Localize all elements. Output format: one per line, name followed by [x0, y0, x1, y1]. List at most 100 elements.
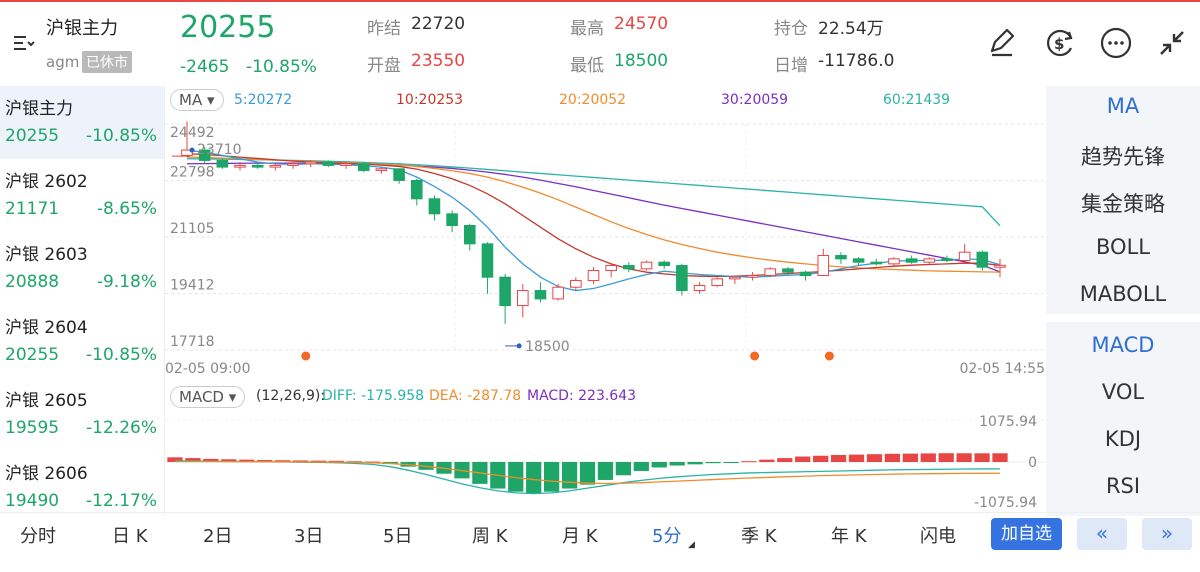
candle — [534, 282, 547, 303]
candle — [357, 162, 370, 173]
candle — [640, 260, 653, 271]
contract-title: 沪银主力 — [46, 18, 118, 39]
event-marker[interactable] — [750, 351, 760, 361]
macd-bar — [615, 462, 631, 476]
candle — [782, 267, 794, 276]
candle — [181, 121, 193, 158]
indicator-option[interactable]: 趋势先锋 — [1081, 145, 1165, 169]
macd-dea-line — [175, 460, 1001, 485]
contract-name: 沪银 2602 — [5, 172, 88, 192]
next-period-button[interactable]: » — [1142, 518, 1192, 550]
candle — [676, 263, 688, 296]
candle — [393, 168, 405, 184]
period-tab[interactable]: 周 K — [472, 526, 508, 547]
period-tab[interactable]: 月 K — [562, 526, 598, 547]
indicator-option[interactable]: MABOLL — [1079, 282, 1167, 306]
macd-bar — [813, 455, 829, 462]
indicator-option[interactable]: BOLL — [1096, 235, 1150, 259]
contract-price: 21171 — [5, 199, 60, 219]
contract-price: 19595 — [5, 418, 60, 438]
macd-bar — [705, 462, 721, 464]
macd-selector[interactable]: MACD ▾ — [170, 386, 246, 408]
prev-period-button[interactable]: « — [1077, 518, 1127, 550]
sub-indicator-option[interactable]: MACD — [1091, 333, 1155, 357]
macd-bar — [633, 462, 649, 471]
period-tab[interactable]: 5日 — [383, 526, 413, 547]
last-price: 20255 — [180, 10, 276, 45]
period-tab[interactable]: 日 K — [112, 526, 148, 547]
more-icon[interactable] — [1099, 26, 1133, 60]
header-bar — [0, 0, 1200, 86]
macd-tick-label: -1075.94 — [974, 495, 1037, 511]
indicator-option[interactable]: 集金策略 — [1081, 192, 1165, 216]
macd-bar — [687, 462, 703, 465]
candle — [623, 262, 635, 273]
contract-list-item[interactable]: 沪银 2603 20888 -9.18% — [0, 232, 164, 305]
candle — [216, 158, 229, 169]
ma20-value: 20:20052 — [559, 92, 627, 108]
contract-list-item[interactable]: 沪银 2604 20255 -10.85% — [0, 305, 164, 378]
contract-list-item[interactable]: 沪银 2602 21171 -8.65% — [0, 159, 164, 232]
high-marker — [189, 147, 195, 153]
period-tab[interactable]: 3日 — [294, 526, 324, 547]
macd-bar — [544, 462, 560, 492]
candle — [711, 277, 724, 288]
period-tab[interactable]: 闪电 — [920, 526, 956, 547]
candle — [322, 160, 335, 168]
menu-icon[interactable] — [12, 32, 36, 54]
collapse-icon[interactable] — [1155, 26, 1189, 60]
high-mark-label: 23710 — [197, 142, 242, 158]
contract-name: 沪银 2605 — [5, 391, 88, 411]
period-tab[interactable]: 季 K — [741, 526, 777, 547]
contract-list-item[interactable]: 沪银 2606 19490 -12.17% — [0, 451, 164, 516]
ma-selector[interactable]: MA ▾ — [170, 89, 224, 111]
period-tab[interactable]: 2日 — [203, 526, 233, 547]
price-tick-label: 19412 — [170, 277, 215, 293]
period-tab[interactable]: 年 K — [831, 526, 867, 547]
contract-name: 沪银 2603 — [5, 245, 88, 265]
candle — [481, 242, 494, 294]
contract-price: 20255 — [5, 126, 60, 146]
candlestick-chart[interactable]: 24492 22798 21105 19412 17718 23710 18500 02-05… — [165, 114, 1045, 382]
macd-bar — [239, 459, 255, 462]
ma10-value: 10:20253 — [396, 92, 464, 108]
macd-bar — [884, 453, 901, 462]
sub-indicator-option[interactable]: RSI — [1105, 474, 1141, 498]
contract-name: 沪银 2606 — [5, 464, 88, 484]
macd-bar — [848, 454, 865, 462]
contract-name: 沪银 2604 — [5, 318, 88, 338]
sub-indicator-option[interactable]: KDJ — [1104, 427, 1142, 451]
contract-change: -10.85% — [86, 126, 157, 146]
macd-bar — [526, 462, 542, 494]
macd-bar — [508, 462, 524, 492]
event-marker[interactable] — [301, 351, 311, 361]
ma20-line — [186, 156, 1001, 273]
candle — [552, 283, 564, 301]
contract-code: agm — [46, 53, 80, 71]
sub-indicator-option[interactable]: VOL — [1101, 380, 1145, 404]
event-marker[interactable] — [824, 351, 834, 361]
macd-bar — [777, 458, 793, 462]
draw-icon[interactable] — [985, 26, 1019, 60]
macd-bar — [669, 462, 685, 466]
ma5-value: 5:20272 — [234, 92, 293, 108]
macd-chart[interactable]: 1075.94 0 -1075.94 — [165, 410, 1045, 514]
macd-bar — [167, 457, 183, 462]
indicator-option[interactable]: MA — [1106, 94, 1140, 118]
ma60-line — [186, 158, 1001, 227]
svg-text:$: $ — [1054, 35, 1064, 53]
contract-change: -9.18% — [96, 272, 157, 292]
ma10-line — [186, 153, 1001, 278]
contract-list-item[interactable]: 沪银 2605 19595 -12.26% — [0, 378, 164, 451]
high-value: 24570 — [614, 14, 669, 34]
price-tick-label: 22798 — [170, 165, 215, 181]
add-watchlist-button[interactable]: 加自选 — [991, 518, 1062, 550]
period-tab[interactable]: 5分 — [652, 526, 682, 547]
currency-icon[interactable]: $ — [1043, 26, 1077, 60]
period-tab[interactable]: 分时 — [20, 526, 56, 547]
contract-price: 20888 — [5, 272, 60, 292]
macd-bar — [956, 453, 972, 462]
contract-name: 沪银主力 — [5, 99, 73, 119]
candle — [994, 258, 1006, 278]
contract-list-item[interactable]: 沪银主力 20255 -10.85% — [0, 86, 164, 159]
